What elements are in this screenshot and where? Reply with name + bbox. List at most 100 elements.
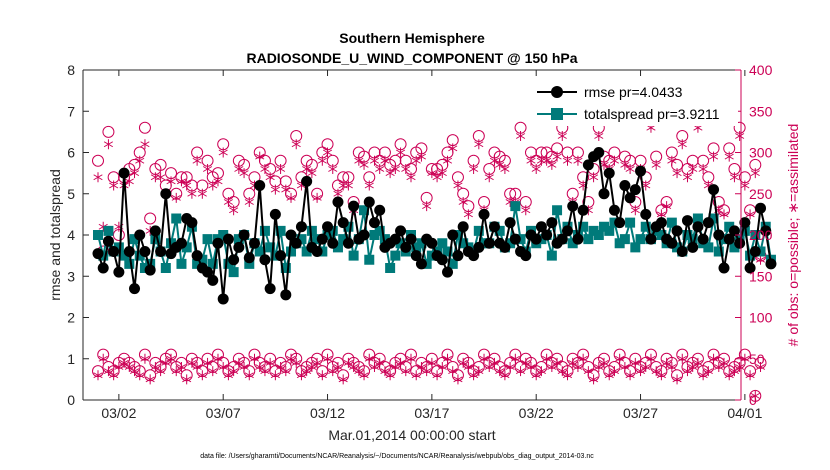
rmse-point [697, 233, 709, 245]
assimilated-obs-marker [166, 353, 176, 364]
rmse-point [118, 167, 130, 179]
assimilated-obs-marker [359, 159, 369, 170]
assimilated-obs-marker [286, 192, 296, 203]
assimilated-obs-marker [416, 362, 427, 372]
totalspread-point [583, 234, 594, 245]
assimilated-obs-marker [145, 374, 155, 385]
possible-obs-marker [154, 158, 167, 171]
assimilated-obs-marker [646, 353, 656, 364]
legend-rmse-label: rmse pr=4.0433 [584, 84, 683, 100]
assimilated-obs-marker [745, 209, 755, 220]
totalspread-point [338, 234, 349, 245]
assimilated-obs-marker [302, 164, 312, 174]
totalspread-point [306, 225, 317, 236]
y-tick-label: 3 [67, 268, 75, 284]
assimilated-obs-marker [208, 180, 218, 191]
assimilated-obs-marker [322, 147, 333, 158]
assimilated-obs-marker [260, 164, 270, 174]
assimilated-obs-marker [682, 172, 693, 183]
totalspread-point [510, 201, 521, 212]
assimilated-obs-marker [609, 366, 620, 377]
assimilated-obs-marker [218, 147, 228, 158]
assimilated-obs-marker [515, 131, 526, 141]
rmse-point [415, 258, 427, 270]
assimilated-obs-marker [583, 366, 593, 377]
assimilated-obs-marker [719, 209, 729, 220]
totalspread-point [343, 221, 354, 232]
assimilated-obs-marker [474, 139, 484, 150]
assimilated-obs-marker [385, 370, 395, 381]
assimilated-obs-marker [187, 188, 197, 199]
y-tick-label: 8 [67, 62, 75, 78]
assimilated-obs-marker [135, 370, 145, 381]
y-tick-label: 0 [67, 392, 75, 408]
totalspread-point [129, 234, 140, 245]
rmse-point [217, 293, 229, 305]
assimilated-obs-marker [442, 155, 453, 166]
data-file-footnote: data file: /Users/gharamti/Documents/NCA… [200, 453, 594, 460]
rmse-point [342, 237, 354, 249]
assimilated-obs-marker [182, 374, 192, 385]
assimilated-obs-marker [202, 357, 213, 368]
possible-obs-marker [102, 125, 115, 138]
assimilated-obs-marker [489, 357, 500, 368]
assimilated-obs-marker [688, 362, 698, 372]
totalspread-point [505, 238, 516, 249]
assimilated-obs-marker [364, 180, 374, 191]
assimilated-obs-marker [354, 155, 364, 166]
assimilated-obs-marker [260, 366, 270, 377]
assimilated-obs-marker [395, 357, 406, 368]
assimilated-obs-marker [432, 172, 442, 183]
assimilated-obs-marker [291, 139, 301, 150]
y-right-tick-label: 300 [749, 145, 773, 161]
assimilated-obs-marker [380, 366, 390, 377]
rmse-point [718, 262, 730, 274]
assimilated-obs-marker [755, 362, 766, 372]
assimilated-obs-marker [708, 151, 719, 162]
assimilated-obs-marker [286, 353, 296, 364]
totalspread-point [374, 225, 385, 236]
totalspread-point [619, 234, 630, 245]
assimilated-obs-marker [234, 357, 244, 368]
assimilated-obs-marker [255, 362, 265, 372]
assimilated-obs-marker [239, 168, 249, 179]
assimilated-obs-marker [437, 168, 447, 179]
rmse-point [316, 233, 328, 245]
assimilated-obs-marker [182, 180, 192, 191]
assimilated-obs-marker [406, 353, 416, 364]
x-tick-label: 03/12 [310, 405, 345, 421]
totalspread-point [567, 238, 578, 249]
assimilated-obs-marker [223, 370, 233, 381]
assimilated-obs-marker [317, 370, 327, 381]
totalspread-point [322, 230, 333, 240]
assimilated-obs-marker [422, 201, 432, 212]
assimilated-obs-marker [547, 159, 557, 170]
assimilated-obs-marker [729, 172, 740, 183]
assimilated-obs-marker [114, 362, 124, 372]
rmse-point [723, 233, 735, 245]
assimilated-obs-marker [573, 155, 583, 166]
assimilated-obs-marker [354, 366, 364, 377]
totalspread-point [656, 230, 667, 240]
assimilated-obs-marker [484, 172, 494, 183]
rmse-point [499, 241, 511, 253]
assimilated-obs-marker [495, 159, 505, 170]
rmse-point [337, 217, 349, 229]
assimilated-obs-marker [270, 184, 280, 195]
assimilated-obs-marker [453, 374, 463, 385]
totalspread-point [578, 221, 589, 232]
assimilated-obs-marker [656, 370, 666, 381]
assimilated-obs-marker [735, 131, 745, 141]
rmse-point [259, 254, 271, 266]
assimilated-obs-marker [437, 362, 447, 372]
rmse-point [290, 237, 302, 249]
assimilated-obs-marker [719, 357, 729, 368]
totalspread-point [259, 225, 270, 236]
assimilated-obs-marker [469, 370, 479, 381]
tick-labels: 0 1 2 3 4 5 6 7 8 0 50 100 150 200 250 300 350 400 03/02 03… [67, 62, 772, 421]
totalspread-point [296, 234, 307, 245]
y-tick-label: 5 [67, 186, 75, 202]
totalspread-point [682, 230, 693, 240]
assimilated-obs-marker [740, 180, 750, 191]
assimilated-obs-marker [599, 357, 609, 368]
